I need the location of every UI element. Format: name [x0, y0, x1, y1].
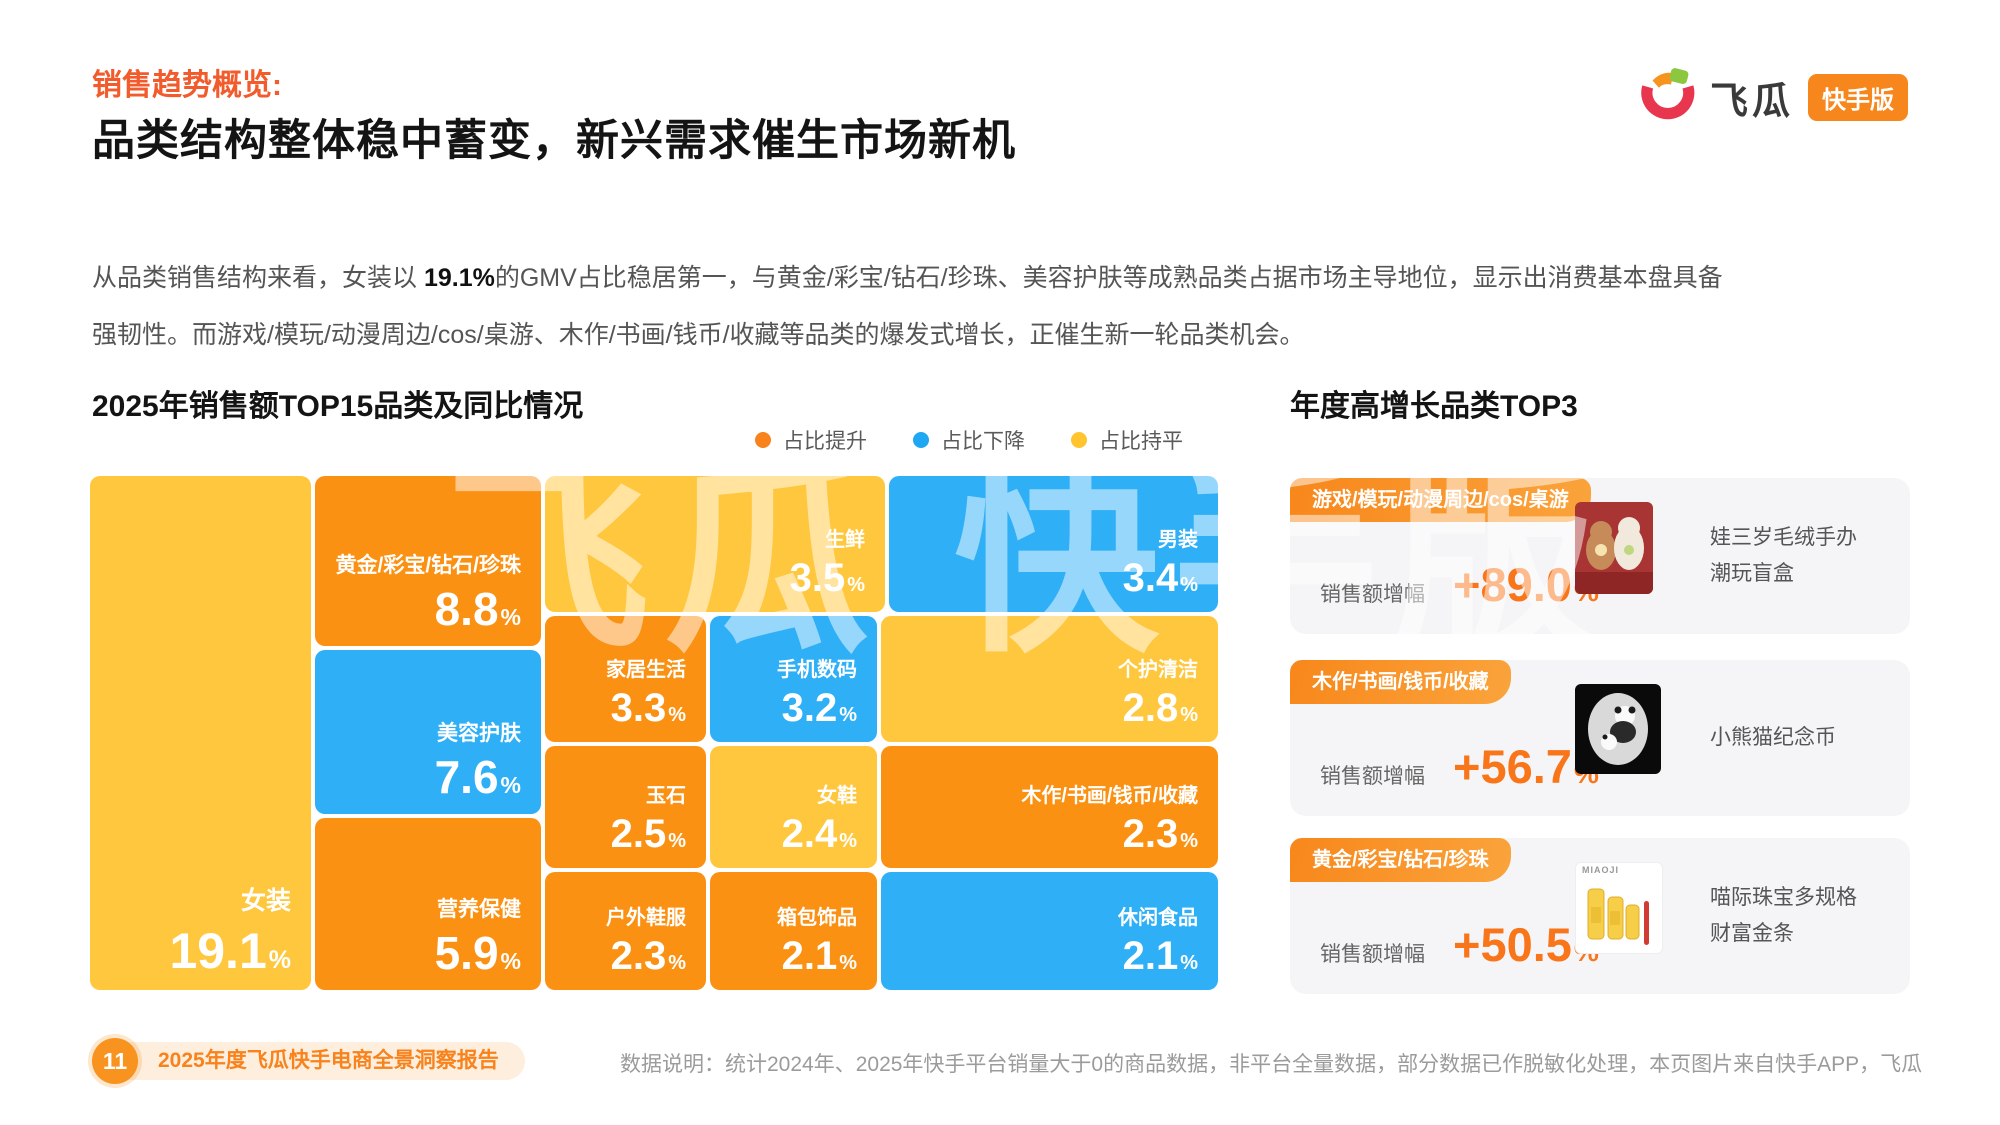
tile-category-label: 家居生活 — [606, 659, 686, 681]
treemap-tile-7: 手机数码 3.2% — [710, 616, 877, 742]
tile-value: 5.9% — [434, 927, 521, 979]
tile-value: 2.3% — [610, 934, 686, 978]
growth-card-3-tag: 黄金/彩宝/钻石/珍珠 — [1290, 838, 1511, 882]
treemap-tile-4: 生鲜 3.5% — [545, 476, 885, 612]
brand-name: 飞瓜 — [1709, 81, 1794, 123]
tile-category-label: 生鲜 — [825, 529, 865, 551]
treemap-tile-12: 户外鞋服 2.3% — [545, 872, 706, 990]
legend-dot-icon — [1071, 432, 1087, 448]
product-brand-caption: MIAOJI — [1582, 865, 1620, 875]
tile-value: 2.1% — [781, 934, 857, 978]
legend-item-2: 占比持平 — [1071, 425, 1183, 455]
tile-category-label: 玉石 — [646, 785, 686, 807]
plush-toy-blindbox-photo — [1575, 502, 1653, 594]
tile-value: 2.3% — [1122, 812, 1198, 856]
treemap-chart: 女装 19.1% 黄金/彩宝/钻石/珍珠 8.8% 美容护肤 7.6% 营养保健 5.9% 生鲜… — [90, 476, 1218, 990]
tile-category-label: 黄金/彩宝/钻石/珍珠 — [335, 553, 521, 577]
tile-value: 7.6% — [434, 751, 521, 803]
data-note: 数据说明：统计2024年、2025年快手平台销量大于0的商品数据，非平台全量数据… — [620, 1053, 1923, 1076]
legend-dot-icon — [755, 432, 771, 448]
tile-category-label: 木作/书画/钱币/收藏 — [1021, 785, 1198, 807]
brand-badge: 快手版 — [1808, 74, 1908, 121]
intro-paragraph: 从品类销售结构来看，女装以 19.1%的GMV占比稳居第一，与黄金/彩宝/钻石/… — [92, 250, 1912, 364]
legend-label: 占比持平 — [1099, 430, 1183, 453]
logo-red-arc — [1641, 85, 1695, 120]
tile-value: 3.5% — [789, 556, 865, 600]
tile-category-label: 手机数码 — [777, 659, 857, 681]
legend-item-1: 占比下降 — [913, 425, 1025, 455]
treemap-tile-11: 木作/书画/钱币/收藏 2.3% — [881, 746, 1218, 868]
metric-label: 销售额增幅 — [1320, 583, 1425, 606]
growth-card-1-tag: 游戏/模玩/动漫周边/cos/桌游 — [1290, 478, 1591, 522]
legend-label: 占比下降 — [941, 430, 1025, 453]
page-number-badge: 11 — [92, 1038, 138, 1084]
tile-value: 2.8% — [1122, 686, 1198, 730]
tile-value: 8.8% — [434, 583, 521, 635]
treemap-tile-3: 营养保健 5.9% — [315, 818, 541, 990]
product-name: 娃三岁毛绒手办 潮玩盲盒 — [1710, 526, 1857, 585]
tile-category-label: 女鞋 — [817, 785, 857, 807]
tile-category-label: 个护清洁 — [1118, 659, 1198, 681]
growth-card-1-metric: 销售额增幅 +89.0% — [1320, 561, 1599, 608]
treemap-tile-8: 个护清洁 2.8% — [881, 616, 1218, 742]
tile-value: 2.4% — [781, 812, 857, 856]
page-title: 品类结构整体稳中蓄变，新兴需求催生市场新机 — [92, 117, 1016, 165]
treemap-tile-5: 男装 3.4% — [889, 476, 1218, 612]
growth-card-3: 黄金/彩宝/钻石/珍珠 销售额增幅 +50.5% MIAOJI 喵际珠宝多规格 … — [1290, 838, 1910, 994]
growth-card-2: 木作/书画/钱币/收藏 销售额增幅 +56.7% 小熊猫纪念币 — [1290, 660, 1910, 816]
tile-category-label: 休闲食品 — [1118, 907, 1198, 929]
gold-bars-photo: MIAOJI — [1575, 862, 1663, 954]
treemap-tile-10: 女鞋 2.4% — [710, 746, 877, 868]
section-kicker: 销售趋势概览: — [92, 69, 282, 102]
growth-card-2-tag: 木作/书画/钱币/收藏 — [1290, 660, 1511, 704]
report-name-pill: 2025年度飞瓜快手电商全景洞察报告 — [112, 1042, 525, 1080]
tile-category-label: 户外鞋服 — [606, 907, 686, 929]
treemap-tile-13: 箱包饰品 2.1% — [710, 872, 877, 990]
tile-category-label: 箱包饰品 — [777, 907, 857, 929]
treemap-tile-6: 家居生活 3.3% — [545, 616, 706, 742]
tile-value: 3.2% — [781, 686, 857, 730]
metric-label: 销售额增幅 — [1320, 943, 1425, 966]
panda-coin-photo — [1575, 684, 1661, 774]
product-name: 小熊猫纪念币 — [1710, 726, 1836, 749]
tile-value: 2.5% — [610, 812, 686, 856]
growth-value: +50.5% — [1453, 918, 1599, 971]
logo-orange-leaf — [1652, 72, 1674, 88]
treemap-tile-0: 女装 19.1% — [90, 476, 311, 990]
feigua-logo-icon — [1638, 66, 1696, 129]
legend-label: 占比提升 — [783, 430, 867, 453]
tile-category-label: 营养保健 — [437, 897, 521, 921]
treemap-title: 2025年销售额TOP15品类及同比情况 — [92, 390, 584, 423]
product-name: 喵际珠宝多规格 财富金条 — [1710, 886, 1857, 945]
tile-value: 19.1% — [169, 923, 291, 979]
intro-line-2: 强韧性。而游戏/模玩/动漫周边/cos/桌游、木作/书画/钱币/收藏等品类的爆发… — [92, 321, 1305, 349]
treemap-tile-1: 黄金/彩宝/钻石/珍珠 8.8% — [315, 476, 541, 646]
intro-highlight: 19.1% — [423, 264, 495, 292]
treemap-legend: 占比提升 占比下降 占比持平 — [755, 425, 1183, 455]
tile-category-label: 女装 — [240, 886, 291, 915]
legend-dot-icon — [913, 432, 929, 448]
tile-value: 2.1% — [1122, 934, 1198, 978]
tile-category-label: 美容护肤 — [437, 721, 521, 745]
treemap-tile-2: 美容护肤 7.6% — [315, 650, 541, 814]
growth-card-1: 游戏/模玩/动漫周边/cos/桌游 销售额增幅 +89.0% 娃三岁毛绒手办 潮… — [1290, 478, 1910, 634]
brand-logo: 飞瓜 快手版 — [1638, 66, 1908, 129]
treemap-tile-14: 休闲食品 2.1% — [881, 872, 1218, 990]
tile-value: 3.3% — [610, 686, 686, 730]
treemap-tile-9: 玉石 2.5% — [545, 746, 706, 868]
legend-item-0: 占比提升 — [755, 425, 867, 455]
top3-title: 年度高增长品类TOP3 — [1290, 390, 1578, 423]
tile-value: 3.4% — [1122, 556, 1198, 600]
growth-card-3-metric: 销售额增幅 +50.5% — [1320, 921, 1599, 968]
tile-category-label: 男装 — [1158, 529, 1198, 551]
intro-line-1: 从品类销售结构来看，女装以 19.1%的GMV占比稳居第一，与黄金/彩宝/钻石/… — [92, 264, 1723, 292]
growth-card-2-metric: 销售额增幅 +56.7% — [1320, 743, 1599, 790]
metric-label: 销售额增幅 — [1320, 765, 1425, 788]
logo-green-leaf — [1669, 68, 1689, 84]
